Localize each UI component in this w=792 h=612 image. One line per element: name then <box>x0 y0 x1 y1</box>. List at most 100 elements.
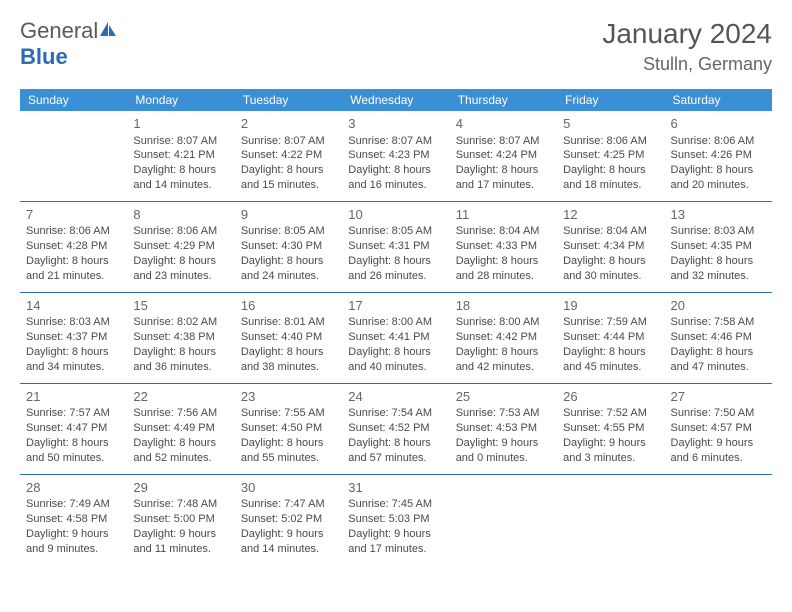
calendar-day-cell <box>557 474 664 564</box>
daylight-text: and 38 minutes. <box>241 360 336 375</box>
weekday-header: Saturday <box>665 89 772 111</box>
daylight-text: Daylight: 8 hours <box>133 163 228 178</box>
daylight-text: and 14 minutes. <box>241 542 336 557</box>
calendar-table: Sunday Monday Tuesday Wednesday Thursday… <box>20 89 772 565</box>
sunset-text: Sunset: 4:49 PM <box>133 421 228 436</box>
calendar-day-cell: 29Sunrise: 7:48 AMSunset: 5:00 PMDayligh… <box>127 474 234 564</box>
day-number: 24 <box>348 388 443 406</box>
day-number: 31 <box>348 479 443 497</box>
sunset-text: Sunset: 4:28 PM <box>26 239 121 254</box>
daylight-text: and 36 minutes. <box>133 360 228 375</box>
daylight-text: Daylight: 8 hours <box>348 254 443 269</box>
day-number: 29 <box>133 479 228 497</box>
daylight-text: Daylight: 8 hours <box>26 436 121 451</box>
daylight-text: and 34 minutes. <box>26 360 121 375</box>
sunset-text: Sunset: 4:25 PM <box>563 148 658 163</box>
daylight-text: Daylight: 8 hours <box>456 345 551 360</box>
daylight-text: Daylight: 9 hours <box>456 436 551 451</box>
calendar-day-cell: 21Sunrise: 7:57 AMSunset: 4:47 PMDayligh… <box>20 383 127 474</box>
weekday-header: Wednesday <box>342 89 449 111</box>
calendar-day-cell: 23Sunrise: 7:55 AMSunset: 4:50 PMDayligh… <box>235 383 342 474</box>
calendar-day-cell: 25Sunrise: 7:53 AMSunset: 4:53 PMDayligh… <box>450 383 557 474</box>
sunrise-text: Sunrise: 8:06 AM <box>26 224 121 239</box>
sunset-text: Sunset: 4:38 PM <box>133 330 228 345</box>
calendar-day-cell: 20Sunrise: 7:58 AMSunset: 4:46 PMDayligh… <box>665 292 772 383</box>
sunset-text: Sunset: 4:40 PM <box>241 330 336 345</box>
calendar-week-row: 1Sunrise: 8:07 AMSunset: 4:21 PMDaylight… <box>20 111 772 201</box>
calendar-day-cell: 24Sunrise: 7:54 AMSunset: 4:52 PMDayligh… <box>342 383 449 474</box>
day-number: 6 <box>671 115 766 133</box>
day-number: 11 <box>456 206 551 224</box>
logo: GeneralBlue <box>20 18 118 70</box>
calendar-day-cell <box>665 474 772 564</box>
daylight-text: and 14 minutes. <box>133 178 228 193</box>
sunset-text: Sunset: 4:46 PM <box>671 330 766 345</box>
sunset-text: Sunset: 5:00 PM <box>133 512 228 527</box>
calendar-day-cell: 1Sunrise: 8:07 AMSunset: 4:21 PMDaylight… <box>127 111 234 201</box>
sunrise-text: Sunrise: 8:04 AM <box>563 224 658 239</box>
daylight-text: Daylight: 8 hours <box>241 345 336 360</box>
sunset-text: Sunset: 4:44 PM <box>563 330 658 345</box>
sunset-text: Sunset: 4:47 PM <box>26 421 121 436</box>
sunrise-text: Sunrise: 7:49 AM <box>26 497 121 512</box>
header: GeneralBlue January 2024 Stulln, Germany <box>20 18 772 75</box>
daylight-text: and 45 minutes. <box>563 360 658 375</box>
sunset-text: Sunset: 4:55 PM <box>563 421 658 436</box>
daylight-text: and 30 minutes. <box>563 269 658 284</box>
day-number: 12 <box>563 206 658 224</box>
daylight-text: Daylight: 8 hours <box>133 345 228 360</box>
sunrise-text: Sunrise: 7:45 AM <box>348 497 443 512</box>
daylight-text: and 28 minutes. <box>456 269 551 284</box>
day-number: 14 <box>26 297 121 315</box>
calendar-day-cell <box>450 474 557 564</box>
daylight-text: and 55 minutes. <box>241 451 336 466</box>
title-location: Stulln, Germany <box>602 54 772 75</box>
calendar-week-row: 21Sunrise: 7:57 AMSunset: 4:47 PMDayligh… <box>20 383 772 474</box>
daylight-text: Daylight: 9 hours <box>348 527 443 542</box>
logo-text-blue: Blue <box>20 44 68 69</box>
daylight-text: Daylight: 8 hours <box>241 163 336 178</box>
daylight-text: Daylight: 8 hours <box>133 436 228 451</box>
logo-sail-icon <box>98 18 118 44</box>
calendar-day-cell: 9Sunrise: 8:05 AMSunset: 4:30 PMDaylight… <box>235 201 342 292</box>
sunset-text: Sunset: 4:41 PM <box>348 330 443 345</box>
daylight-text: and 42 minutes. <box>456 360 551 375</box>
weekday-header: Friday <box>557 89 664 111</box>
calendar-day-cell: 10Sunrise: 8:05 AMSunset: 4:31 PMDayligh… <box>342 201 449 292</box>
day-number: 22 <box>133 388 228 406</box>
sunrise-text: Sunrise: 8:02 AM <box>133 315 228 330</box>
day-number: 19 <box>563 297 658 315</box>
calendar-day-cell: 27Sunrise: 7:50 AMSunset: 4:57 PMDayligh… <box>665 383 772 474</box>
calendar-day-cell: 14Sunrise: 8:03 AMSunset: 4:37 PMDayligh… <box>20 292 127 383</box>
sunrise-text: Sunrise: 7:50 AM <box>671 406 766 421</box>
day-number: 16 <box>241 297 336 315</box>
daylight-text: Daylight: 8 hours <box>133 254 228 269</box>
sunset-text: Sunset: 4:30 PM <box>241 239 336 254</box>
daylight-text: Daylight: 8 hours <box>241 436 336 451</box>
sunset-text: Sunset: 4:50 PM <box>241 421 336 436</box>
daylight-text: Daylight: 8 hours <box>456 254 551 269</box>
day-number: 30 <box>241 479 336 497</box>
sunset-text: Sunset: 4:34 PM <box>563 239 658 254</box>
sunset-text: Sunset: 4:52 PM <box>348 421 443 436</box>
sunset-text: Sunset: 5:02 PM <box>241 512 336 527</box>
sunrise-text: Sunrise: 8:03 AM <box>26 315 121 330</box>
weekday-header: Monday <box>127 89 234 111</box>
calendar-day-cell: 8Sunrise: 8:06 AMSunset: 4:29 PMDaylight… <box>127 201 234 292</box>
day-number: 15 <box>133 297 228 315</box>
day-number: 18 <box>456 297 551 315</box>
sunset-text: Sunset: 4:29 PM <box>133 239 228 254</box>
sunrise-text: Sunrise: 8:05 AM <box>348 224 443 239</box>
calendar-day-cell: 30Sunrise: 7:47 AMSunset: 5:02 PMDayligh… <box>235 474 342 564</box>
sunrise-text: Sunrise: 8:06 AM <box>671 134 766 149</box>
sunrise-text: Sunrise: 8:01 AM <box>241 315 336 330</box>
day-number: 21 <box>26 388 121 406</box>
sunset-text: Sunset: 4:22 PM <box>241 148 336 163</box>
weekday-header-row: Sunday Monday Tuesday Wednesday Thursday… <box>20 89 772 111</box>
calendar-day-cell: 19Sunrise: 7:59 AMSunset: 4:44 PMDayligh… <box>557 292 664 383</box>
daylight-text: and 52 minutes. <box>133 451 228 466</box>
calendar-day-cell: 31Sunrise: 7:45 AMSunset: 5:03 PMDayligh… <box>342 474 449 564</box>
daylight-text: Daylight: 8 hours <box>671 254 766 269</box>
day-number: 27 <box>671 388 766 406</box>
sunset-text: Sunset: 4:23 PM <box>348 148 443 163</box>
